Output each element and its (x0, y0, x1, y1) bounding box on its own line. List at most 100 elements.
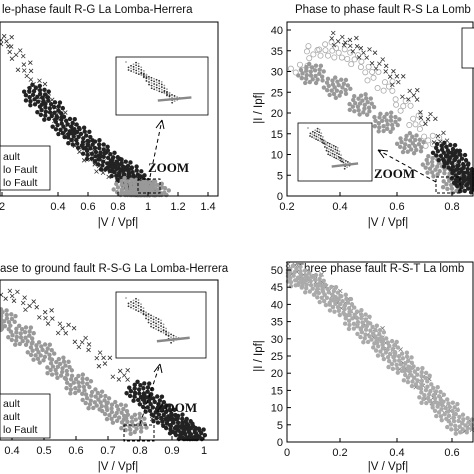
panel-3-series-2-point (48, 361, 54, 366)
panel-2-series-3-point (382, 114, 387, 120)
inset-1-point (135, 61, 137, 64)
panel-4-series-2-point (377, 327, 383, 333)
panel-1-series-1-point (28, 68, 34, 74)
inset-1-point (155, 86, 158, 89)
panel-3-series-3-point (131, 398, 136, 403)
panel-3-series-2-point (40, 347, 45, 353)
inset-1-point (145, 73, 148, 76)
panel-2-series-4-point (462, 188, 467, 194)
panel-4-series-2-point (434, 413, 439, 419)
panel-3-series-2-point (87, 402, 93, 407)
panel-2-series-1-point (380, 87, 387, 94)
panel-2-series-4-point (447, 157, 452, 162)
panel-2-series-2-point (383, 63, 389, 69)
panel-4-y-tick-label: 45 (271, 282, 283, 294)
panel-2-x-tick-label: 0.6 (389, 201, 404, 213)
panel-3-series-3-point (163, 425, 169, 431)
inset-3-point (137, 301, 140, 304)
panel-3-series-2-point (13, 313, 18, 319)
panel-2-series-1-point (429, 132, 436, 139)
inset-3-point (130, 306, 132, 309)
panel-2-series-2-point (354, 44, 360, 49)
panel-2-series-4-point (461, 172, 466, 178)
inset-1-point (155, 89, 158, 92)
panel-2-series-3-point (369, 101, 374, 106)
panel-2-series-3-point (352, 94, 357, 99)
panel-3-series-3-point (142, 400, 147, 405)
panel-2-series-3-point (309, 65, 315, 70)
panel-4-series-2-point (335, 290, 341, 295)
panel-2-series-3-point (385, 122, 390, 127)
panel-2-series-3-point (351, 97, 356, 103)
panel-2-series-3-point (407, 130, 413, 136)
panel-4-series-2-point (402, 368, 407, 374)
panel-3-series-2-point (64, 385, 69, 391)
panel-4-series-2-point (299, 285, 304, 290)
inset-2-point (329, 151, 332, 154)
panel-2-series-3-point (340, 85, 345, 90)
panel-4-series-2-point (411, 375, 417, 381)
panel-3-series-2-point (56, 356, 62, 362)
panel-2-series-3-point (411, 150, 417, 156)
inset-2-point (330, 143, 333, 146)
panel-2-series-3-point (405, 149, 410, 154)
panel-4-series-2-point (380, 353, 385, 358)
panel-2-series-3-point (330, 82, 336, 87)
panel-2-series-4-point (434, 153, 439, 158)
panel-1-series-2-point (92, 158, 98, 164)
panel-3: ase to ground fault R-S-G La Lomba-Herre… (0, 263, 229, 473)
panel-1-series-2-point (56, 104, 61, 109)
panel-4: Three phase fault R-S-T La lomb 0 0.2 0.4 0… (253, 261, 474, 473)
panel-3-series-2-point (94, 403, 99, 408)
panel-4-series-2-point (409, 373, 414, 378)
panel-4-series-2-point (304, 277, 309, 283)
panel-1-series-1-point (17, 48, 23, 53)
panel-4-series-2-point (435, 400, 440, 406)
panel-3-zoom-arrow (139, 363, 161, 425)
panel-1-series-3-point (152, 179, 158, 184)
panel-4-series-2-point (347, 322, 352, 328)
inset-3-point (140, 303, 142, 306)
inset-2-band (331, 162, 359, 168)
panel-3-series-2-point (9, 316, 15, 322)
panel-1-series-2-point (107, 168, 112, 174)
panel-4-series-2-point (436, 410, 442, 415)
panel-4-series-2-point (363, 332, 368, 337)
inset-1-point (171, 94, 173, 96)
inset-1-point (160, 88, 163, 91)
panel-2-series-3-point (430, 163, 435, 168)
panel-1-series-1-point (62, 110, 68, 115)
panel-2-series-3-point (355, 104, 361, 109)
panel-2-series-2-point (341, 42, 347, 48)
panel-1-series-3-point (118, 192, 123, 198)
panel-4-series-2-point (419, 378, 425, 384)
panel-4-series-2-point (340, 298, 345, 304)
panel-2-series-1-point (348, 61, 355, 68)
panel-2-series-3-point (381, 128, 386, 134)
panel-1-series-2-point (126, 172, 132, 177)
panel-4-series-2-point (385, 340, 391, 345)
panel-2-series-4-point (451, 180, 457, 186)
panel-2-series-3-point (418, 148, 424, 154)
panel-4-series-2-point (332, 294, 337, 299)
panel-2-series-3-point (384, 118, 389, 123)
panel-1-series-2-point (30, 82, 35, 88)
panel-3-series-2-point (29, 336, 35, 341)
inset-2-point (323, 142, 326, 145)
panel-3-series-1-point (60, 326, 65, 331)
panel-3-series-2-point (14, 330, 19, 335)
inset-1-point (158, 90, 161, 93)
panel-1-series-2-point (70, 142, 76, 147)
panel-1-series-2-point (101, 142, 106, 147)
inset-2-point (342, 161, 345, 164)
panel-2-series-3-point (393, 119, 398, 125)
panel-4-series-2-point (367, 334, 372, 339)
panel-4-series-2-point (298, 272, 303, 277)
panel-4-series-2-point (409, 360, 415, 366)
panel-1-series-2-point (45, 95, 51, 100)
panel-4-series-2-point (425, 384, 430, 389)
inset-3-point (155, 325, 157, 328)
panel-3-series-2-point (102, 411, 108, 417)
panel-3-zoom-arrowhead (153, 363, 163, 374)
panel-2-series-4-point (438, 153, 444, 159)
